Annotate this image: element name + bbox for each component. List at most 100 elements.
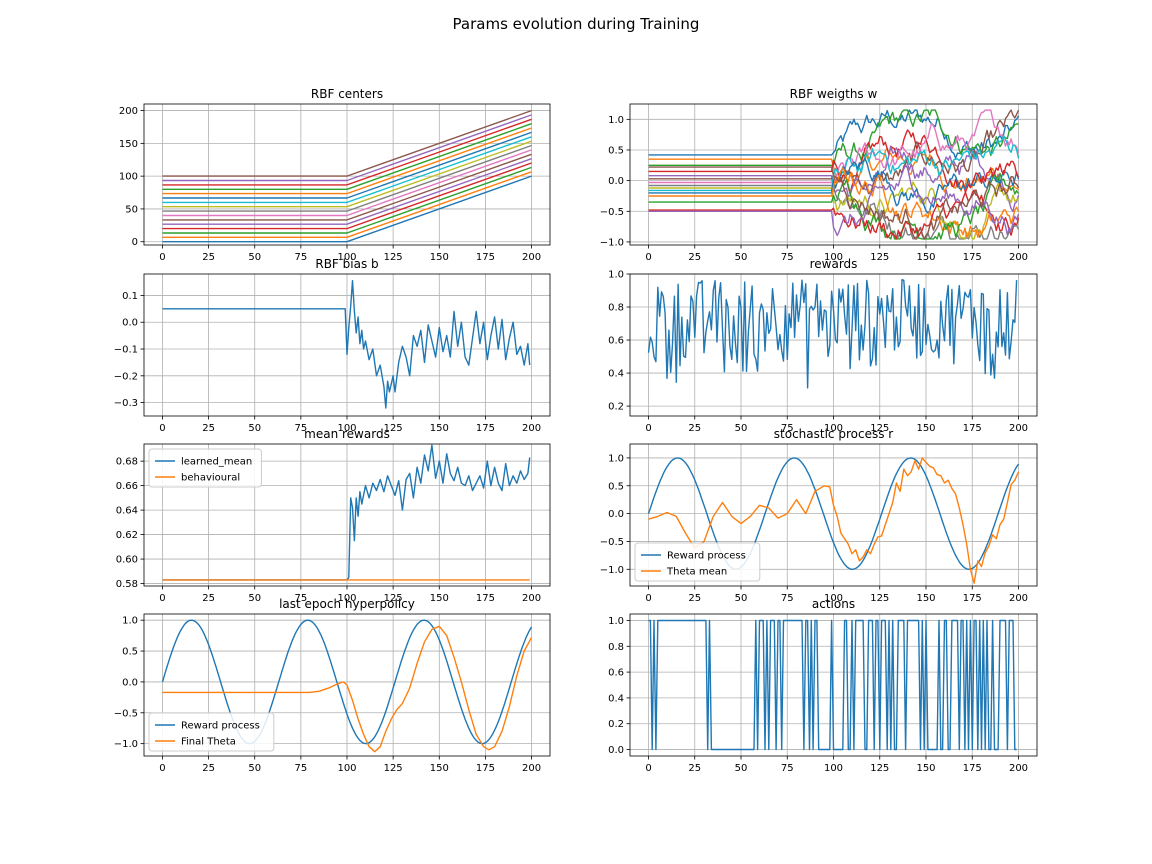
legend-label: behavioural (181, 473, 240, 484)
x-tick-label: 0 (159, 252, 165, 263)
x-tick-label: 125 (384, 593, 403, 604)
legend-label: Reward process (181, 721, 260, 732)
legend-label: learned_mean (181, 457, 252, 468)
y-tick-label: −0.5 (600, 207, 624, 218)
panel-title: RBF centers (311, 87, 383, 101)
x-tick-label: 125 (384, 763, 403, 774)
y-tick-label: 0.60 (116, 555, 138, 566)
series-line (648, 160, 1020, 240)
x-tick-label: 25 (688, 423, 701, 434)
x-tick-label: 200 (1009, 593, 1028, 604)
x-tick-label: 50 (735, 763, 748, 774)
x-tick-label: 175 (963, 763, 982, 774)
legend-label: Final Theta (181, 737, 236, 748)
x-tick-label: 100 (337, 593, 356, 604)
y-tick-label: 200 (119, 106, 138, 117)
x-tick-label: 150 (430, 593, 449, 604)
y-tick-label: −1.0 (600, 237, 624, 248)
series-line (648, 457, 1020, 584)
x-tick-label: 125 (870, 763, 889, 774)
series-line (162, 136, 532, 204)
y-tick-label: −0.5 (114, 708, 138, 719)
axes-frame (629, 443, 1038, 587)
y-tick-label: 0.8 (608, 303, 624, 314)
x-tick-label: 175 (963, 252, 982, 263)
panel-stochastic_process: 0 25 50 75 100 125 150 175 200 −1.0 −0.5 0.0 0.5 1.0 s… (600, 427, 1038, 604)
legend-label: Reward process (667, 551, 746, 562)
x-tick-label: 75 (294, 593, 307, 604)
y-tick-label: −0.3 (114, 398, 138, 409)
series-line (648, 172, 1020, 240)
y-tick-label: 0.0 (608, 509, 624, 520)
series-line (162, 280, 531, 409)
x-tick-label: 200 (522, 763, 541, 774)
x-tick-label: 0 (645, 423, 651, 434)
series-line (162, 140, 532, 208)
x-tick-label: 75 (294, 763, 307, 774)
y-tick-label: 0.5 (122, 647, 138, 658)
series-line (648, 164, 1020, 237)
series-line (648, 109, 1020, 160)
series-line (162, 114, 532, 182)
panel-rbf_centers: 0 25 50 75 100 125 150 175 200 0 50 100 150 200 RBF ce… (119, 87, 551, 263)
x-tick-label: 125 (870, 593, 889, 604)
legend-label: Theta mean (666, 567, 727, 578)
y-tick-label: 0.68 (116, 457, 138, 468)
x-tick-label: 150 (430, 423, 449, 434)
x-tick-label: 25 (202, 252, 215, 263)
series-line (162, 444, 531, 581)
x-tick-label: 75 (294, 252, 307, 263)
x-tick-label: 100 (337, 763, 356, 774)
y-tick-label: −0.1 (114, 345, 138, 356)
series-line (648, 167, 1020, 238)
x-tick-label: 25 (202, 763, 215, 774)
x-tick-label: 100 (337, 252, 356, 263)
x-tick-label: 25 (688, 593, 701, 604)
x-tick-label: 25 (688, 252, 701, 263)
series-line (162, 123, 532, 191)
series-line (162, 109, 532, 177)
x-tick-label: 50 (735, 593, 748, 604)
y-tick-label: 150 (119, 139, 138, 150)
x-tick-label: 75 (294, 423, 307, 434)
panel-last_epoch_hyperpolicy: 0 25 50 75 100 125 150 175 200 −1.0 −0.5 0.0 0.5 1.0 l… (114, 597, 551, 774)
y-tick-label: 0.58 (116, 579, 138, 590)
panel-title: rewards (810, 257, 858, 271)
x-tick-label: 25 (688, 763, 701, 774)
panel-title: actions (812, 597, 855, 611)
x-tick-label: 175 (963, 423, 982, 434)
axes-frame (629, 273, 1038, 417)
legend-box (148, 712, 275, 752)
panel-title: last epoch hyperpolicy (279, 597, 415, 611)
y-tick-label: 1.0 (608, 616, 624, 627)
y-tick-label: 0.62 (116, 530, 138, 541)
legend-box (634, 542, 761, 582)
y-tick-label: 0.6 (608, 668, 624, 679)
x-tick-label: 0 (159, 763, 165, 774)
x-tick-label: 100 (824, 593, 843, 604)
x-tick-label: 175 (476, 763, 495, 774)
axes-frame (629, 613, 1038, 757)
panel-title: stochastic process r (774, 427, 893, 441)
y-tick-label: 0 (132, 237, 138, 248)
x-tick-label: 75 (781, 593, 794, 604)
axes-frame (143, 103, 551, 246)
panel-rbf_bias: 0 25 50 75 100 125 150 175 200 −0.3 −0.2 −0.1 0.0 0.1… (114, 257, 551, 434)
panel-rbf_weights: 0 25 50 75 100 125 150 175 200 −1.0 −0.5 0.0 0.5 1.0 R… (600, 87, 1038, 263)
x-tick-label: 50 (735, 423, 748, 434)
y-tick-label: 0.0 (608, 176, 624, 187)
series-line (648, 129, 1020, 236)
x-tick-label: 200 (1009, 252, 1028, 263)
x-tick-label: 150 (916, 763, 935, 774)
subplot-grid: 0 25 50 75 100 125 150 175 200 0 50 100 150 200 RBF ce… (114, 87, 1038, 774)
series-line (162, 158, 532, 225)
panel-title: RBF bias b (315, 257, 378, 271)
x-tick-label: 125 (870, 423, 889, 434)
y-tick-label: −1.0 (600, 565, 624, 576)
series-line (162, 131, 532, 199)
y-tick-label: 0.2 (608, 402, 624, 413)
x-tick-label: 200 (522, 252, 541, 263)
x-tick-label: 25 (202, 593, 215, 604)
x-tick-label: 150 (430, 252, 449, 263)
